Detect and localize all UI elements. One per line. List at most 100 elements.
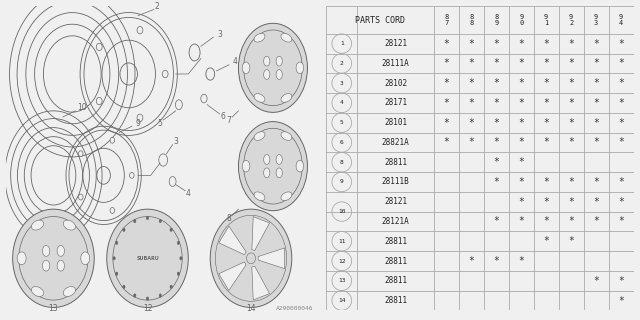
Text: *: *	[543, 138, 549, 148]
Text: 6: 6	[220, 113, 225, 122]
Text: *: *	[568, 118, 574, 128]
Text: 28102: 28102	[384, 79, 407, 88]
Ellipse shape	[276, 155, 282, 164]
Text: 5: 5	[340, 120, 344, 125]
Text: *: *	[518, 58, 524, 68]
Ellipse shape	[147, 297, 148, 300]
Ellipse shape	[42, 245, 50, 256]
Ellipse shape	[264, 56, 270, 66]
Text: 10: 10	[338, 209, 346, 214]
Ellipse shape	[57, 260, 65, 271]
Text: 14: 14	[338, 298, 346, 303]
Polygon shape	[252, 266, 269, 300]
Text: *: *	[568, 78, 574, 88]
Text: 2: 2	[154, 2, 159, 11]
Text: SUBARU: SUBARU	[136, 256, 159, 261]
Text: *: *	[543, 118, 549, 128]
Text: *: *	[543, 39, 549, 49]
Text: *: *	[618, 177, 624, 187]
Text: 28121A: 28121A	[381, 217, 410, 226]
Text: *: *	[543, 236, 549, 246]
Text: 4: 4	[186, 189, 191, 198]
Text: *: *	[493, 256, 499, 266]
Ellipse shape	[31, 286, 44, 296]
Text: *: *	[618, 78, 624, 88]
Text: 2: 2	[340, 61, 344, 66]
Ellipse shape	[137, 27, 143, 34]
Text: *: *	[518, 98, 524, 108]
Text: *: *	[493, 78, 499, 88]
Text: *: *	[543, 58, 549, 68]
Ellipse shape	[123, 285, 125, 289]
Text: *: *	[543, 98, 549, 108]
Text: *: *	[568, 39, 574, 49]
Text: 4: 4	[233, 57, 238, 66]
Text: 9
4: 9 4	[619, 14, 623, 26]
Text: *: *	[493, 177, 499, 187]
Text: 9
3: 9 3	[594, 14, 598, 26]
Text: 5: 5	[157, 119, 163, 128]
Text: 8
8: 8 8	[469, 14, 474, 26]
Text: *: *	[468, 78, 474, 88]
Text: *: *	[493, 157, 499, 167]
Ellipse shape	[264, 70, 270, 79]
Ellipse shape	[170, 228, 172, 232]
Ellipse shape	[254, 192, 265, 201]
Text: 28811: 28811	[384, 257, 407, 266]
Text: 8
7: 8 7	[444, 14, 449, 26]
Ellipse shape	[239, 122, 307, 211]
Text: *: *	[618, 217, 624, 227]
Ellipse shape	[81, 252, 90, 265]
Text: *: *	[568, 177, 574, 187]
Polygon shape	[258, 248, 285, 269]
Text: *: *	[568, 197, 574, 207]
Ellipse shape	[243, 62, 250, 74]
Text: *: *	[618, 39, 624, 49]
Ellipse shape	[281, 132, 292, 140]
Text: 28121: 28121	[384, 197, 407, 206]
Ellipse shape	[110, 207, 115, 213]
Text: *: *	[593, 276, 599, 286]
Text: 9
1: 9 1	[544, 14, 548, 26]
Text: *: *	[468, 39, 474, 49]
Text: 8: 8	[340, 160, 344, 165]
Text: *: *	[618, 138, 624, 148]
Text: 12: 12	[338, 259, 346, 263]
Text: *: *	[543, 197, 549, 207]
Text: *: *	[618, 118, 624, 128]
Text: 28111A: 28111A	[381, 59, 410, 68]
Text: 9: 9	[136, 119, 141, 128]
Text: 3: 3	[173, 137, 178, 146]
Text: 1: 1	[340, 41, 344, 46]
Text: *: *	[568, 98, 574, 108]
Ellipse shape	[63, 220, 76, 230]
Text: 13: 13	[338, 278, 346, 283]
Text: *: *	[468, 58, 474, 68]
Text: *: *	[444, 98, 449, 108]
Ellipse shape	[96, 97, 102, 105]
Text: 28811: 28811	[384, 237, 407, 246]
Ellipse shape	[243, 160, 250, 172]
Ellipse shape	[63, 286, 76, 296]
Text: *: *	[493, 118, 499, 128]
Text: 14: 14	[246, 305, 256, 314]
Text: 8
9: 8 9	[494, 14, 499, 26]
Ellipse shape	[276, 56, 282, 66]
Ellipse shape	[163, 70, 168, 78]
Ellipse shape	[177, 272, 180, 276]
Text: *: *	[493, 39, 499, 49]
Ellipse shape	[13, 209, 94, 308]
Ellipse shape	[57, 245, 65, 256]
Text: *: *	[543, 177, 549, 187]
Ellipse shape	[42, 260, 50, 271]
Text: *: *	[618, 296, 624, 306]
Text: *: *	[568, 58, 574, 68]
Text: *: *	[493, 58, 499, 68]
Ellipse shape	[264, 155, 270, 164]
Ellipse shape	[134, 294, 136, 297]
Text: 10: 10	[77, 103, 86, 112]
Text: *: *	[518, 157, 524, 167]
Text: *: *	[518, 39, 524, 49]
Polygon shape	[219, 262, 246, 291]
Text: *: *	[518, 177, 524, 187]
